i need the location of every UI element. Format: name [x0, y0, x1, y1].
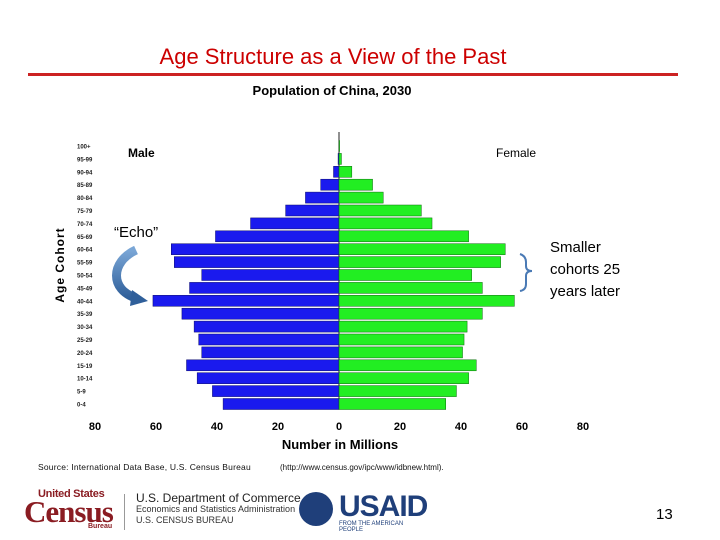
age-tick-label: 40-44 [77, 299, 93, 305]
male-bar [305, 191, 340, 204]
male-bar [333, 166, 340, 178]
age-tick-label: 75-79 [77, 209, 93, 215]
male-bar [152, 295, 340, 307]
male-bar [201, 346, 340, 359]
female-bar [338, 204, 422, 217]
age-tick-label: 50-54 [77, 274, 93, 280]
female-bar [338, 346, 463, 359]
age-tick-label: 35-39 [77, 312, 93, 318]
age-tick-label: 60-64 [77, 248, 93, 254]
female-bar [338, 230, 469, 243]
male-bar [215, 230, 340, 243]
female-bar [338, 320, 468, 333]
female-bar [338, 191, 384, 204]
echo-arrow [112, 245, 139, 303]
echo-annotation: “Echo” [114, 224, 158, 241]
age-tick-label: 85-89 [77, 183, 93, 189]
source-url[interactable]: (http://www.census.gov/ipc/www/idbnew.ht… [280, 463, 444, 472]
title-rule [28, 73, 678, 76]
age-tick-label: 55-59 [77, 261, 93, 267]
female-bar [338, 153, 342, 165]
female-bar [338, 140, 340, 152]
age-tick-label: 90-94 [77, 170, 93, 176]
male-bar [222, 398, 340, 410]
male-bar [285, 204, 340, 217]
age-tick-label: 95-99 [77, 157, 93, 163]
age-tick-label: 65-69 [77, 235, 93, 241]
census-logo-word: Census [24, 494, 114, 529]
age-tick-label: 45-49 [77, 286, 93, 292]
male-bar [193, 320, 340, 333]
female-bar [338, 256, 501, 268]
male-bar [212, 385, 340, 397]
x-tick-label: 40 [455, 421, 467, 433]
age-tick-label: 0-4 [77, 403, 86, 409]
female-bar [338, 243, 506, 255]
x-tick-label: 80 [577, 421, 589, 433]
census-logo: United States Census Bureau [22, 488, 122, 530]
commerce-dept-line2: Economics and Statistics Administration [136, 504, 296, 514]
female-bar [338, 385, 457, 397]
female-bar [338, 372, 469, 384]
legend-female-label: Female [496, 146, 536, 160]
usaid-logo: USAID FROM THE AMERICAN PEOPLE [295, 488, 428, 533]
x-tick-label: 60 [150, 421, 162, 433]
female-bar [338, 269, 472, 281]
female-bar [338, 333, 465, 346]
male-bar [250, 217, 340, 230]
commerce-dept-line3: U.S. CENSUS BUREAU [136, 515, 234, 525]
census-logo-bureau: Bureau [88, 523, 113, 530]
footer-divider [124, 494, 125, 530]
age-tick-label: 80-84 [77, 196, 93, 202]
x-tick-label: 0 [336, 421, 342, 433]
female-bar [338, 359, 477, 372]
age-tick-label: 100+ [77, 145, 91, 151]
male-bar [189, 282, 340, 294]
female-bar [338, 217, 433, 230]
x-tick-label: 20 [272, 421, 284, 433]
female-bar [338, 178, 373, 191]
male-bar [198, 333, 340, 346]
x-tick-label: 60 [516, 421, 528, 433]
x-tick-label: 40 [211, 421, 223, 433]
age-tick-label: 5-9 [77, 390, 86, 396]
usaid-seal-icon [299, 492, 333, 526]
x-tick-label: 20 [394, 421, 406, 433]
usaid-logo-sub: FROM THE AMERICAN PEOPLE [339, 521, 404, 533]
male-bar [171, 243, 340, 255]
source-citation: Source: International Data Base, U.S. Ce… [38, 462, 251, 472]
census-logo-top: United States [38, 488, 105, 500]
legend-male-label: Male [128, 146, 155, 160]
male-bar [201, 269, 340, 281]
age-tick-label: 70-74 [77, 222, 93, 228]
commerce-dept-title: U.S. Department of Commerce [136, 491, 301, 505]
age-tick-label: 30-34 [77, 325, 93, 331]
usaid-logo-word: USAID [339, 490, 428, 523]
commerce-dept-block: U.S. Department of Commerce Economics an… [136, 491, 301, 526]
female-bar [338, 282, 483, 294]
age-tick-label: 10-14 [77, 377, 93, 383]
y-axis-label: Age Cohort [53, 227, 67, 302]
page-number: 13 [656, 506, 673, 523]
slide-title: Age Structure as a View of the Past [159, 44, 507, 69]
male-bar [186, 359, 340, 372]
female-bar [338, 398, 446, 410]
x-tick-label: 80 [89, 421, 101, 433]
male-bar [181, 307, 340, 320]
smaller-cohorts-annotation: Smaller cohorts 25 years later [550, 239, 620, 300]
female-bar [338, 166, 353, 178]
male-bar [320, 178, 340, 191]
male-bar [174, 256, 340, 268]
female-bar [338, 295, 515, 307]
female-bar [338, 307, 483, 320]
age-tick-label: 15-19 [77, 364, 93, 370]
chart-title: Population of China, 2030 [253, 83, 412, 98]
cohort-bracket [519, 253, 533, 292]
echo-arrow-head [130, 290, 148, 306]
x-axis-label: Number in Millions [282, 437, 398, 452]
age-tick-label: 25-29 [77, 338, 93, 344]
male-bar [196, 372, 340, 384]
age-tick-label: 20-24 [77, 351, 93, 357]
